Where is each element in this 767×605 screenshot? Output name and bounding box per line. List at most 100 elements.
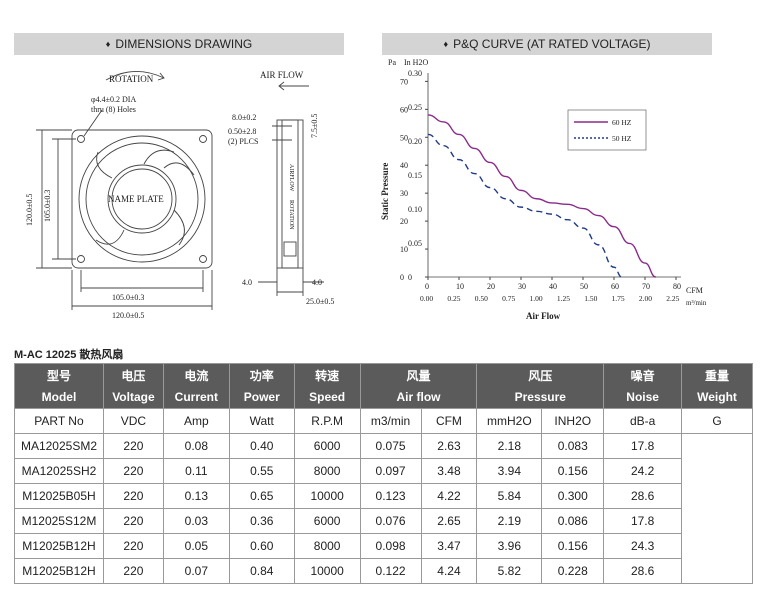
cell-speed: 8000 — [293, 458, 361, 484]
x-tick-m3: 2.25 — [666, 294, 679, 303]
cell-power: 0.84 — [228, 558, 295, 584]
y-tick-inh2o: 0.10 — [408, 205, 422, 214]
cell-noise: 28.6 — [603, 483, 683, 509]
cell-inh2o: 0.228 — [541, 558, 605, 584]
unit-m3min: m3/min — [359, 408, 422, 434]
y-tick-pa: 70 — [400, 77, 408, 86]
cell-power: 0.55 — [228, 458, 295, 484]
fan-side-view — [276, 119, 304, 269]
pq-header: ♦ P&Q CURVE (AT RATED VOLTAGE) — [382, 33, 712, 55]
col-header-voltage-cn: 电压 — [102, 363, 164, 386]
y-tick-pa: 50 — [400, 133, 408, 142]
dim-8: 8.0±0.2 — [232, 113, 256, 122]
hole-spec-1: φ4.4±0.2 DIA — [91, 95, 136, 104]
y-tick-inh2o: 0.05 — [408, 239, 422, 248]
cell-inh2o: 0.156 — [541, 458, 605, 484]
col-header-speed-cn: 转速 — [293, 363, 361, 386]
cell-noise: 17.8 — [603, 508, 683, 534]
cell-m3min: 0.123 — [359, 483, 422, 509]
series-line-60-hz — [427, 114, 657, 278]
cell-noise: 24.2 — [603, 458, 683, 484]
x-tick-cfm: 20 — [487, 282, 495, 291]
y-tick-pa: 60 — [400, 105, 408, 114]
cell-speed: 6000 — [293, 508, 361, 534]
cell-current: 0.03 — [162, 508, 230, 534]
series-line-50-hz — [427, 133, 622, 278]
dim-plcs: (2) PLCS — [228, 137, 258, 146]
y-axis-label: Static Pressure — [380, 163, 390, 220]
section-title: M-AC 12025 散热风扇 — [14, 349, 124, 361]
side-rotation-label: ROTATION — [288, 200, 294, 230]
cell-current: 0.07 — [162, 558, 230, 584]
x-tick-cfm: 70 — [642, 282, 650, 291]
rotation-arrow-icon — [105, 71, 165, 81]
col-header-model-en: Model — [14, 386, 104, 409]
x-unit-m3: m³/min — [686, 299, 707, 307]
y-unit-pa: Pa — [388, 58, 396, 67]
col-header-weight-en: Weight — [681, 386, 753, 409]
table-row: M12025S12M 220 0.03 0.36 6000 0.076 2.65 2.19 0.… — [14, 508, 753, 534]
y-tick-inh2o: 0.25 — [408, 103, 422, 112]
y-tick-inh2o: 0 — [408, 273, 412, 282]
col-header-model-cn: 型号 — [14, 363, 104, 386]
unit-mmh2o: mmH2O — [476, 408, 543, 434]
x-tick-m3: 0.50 — [475, 294, 488, 303]
cell-power: 0.60 — [228, 533, 295, 559]
dimensions-header: ♦ DIMENSIONS DRAWING — [14, 33, 344, 55]
bullet-icon: ♦ — [105, 39, 111, 49]
bullet-icon: ♦ — [443, 39, 449, 49]
col-header-pressure-en: Pressure — [476, 386, 605, 409]
x-tick-m3: 1.50 — [584, 294, 597, 303]
cell-voltage: 220 — [102, 458, 164, 484]
dim-4-right: 4.0 — [312, 278, 322, 287]
cell-current: 0.05 — [162, 533, 230, 559]
x-tick-cfm: 60 — [611, 282, 619, 291]
table-row: M12025B12H 220 0.07 0.84 10000 0.122 4.24 5.82 0… — [14, 558, 753, 584]
cell-cfm: 4.22 — [420, 483, 478, 509]
cell-voltage: 220 — [102, 483, 164, 509]
y-unit-inh2o: In H2O — [404, 58, 428, 67]
cell-inh2o: 0.086 — [541, 508, 605, 534]
cell-mmh2o: 2.18 — [476, 433, 543, 459]
x-tick-m3: 2.00 — [639, 294, 652, 303]
x-unit-cfm: CFM — [686, 286, 703, 295]
cell-speed: 6000 — [293, 433, 361, 459]
cell-mmh2o: 5.84 — [476, 483, 543, 509]
cell-m3min: 0.097 — [359, 458, 422, 484]
y-tick-pa: 40 — [400, 161, 408, 170]
x-tick-m3: 0.75 — [502, 294, 515, 303]
dim-120-vertical: 120.0±0.5 — [25, 194, 34, 226]
col-header-noise-cn: 噪音 — [603, 363, 683, 386]
dimensions-drawing: ROTATION AIR FLOW φ4.4±0.2 DIA thru (8) … — [25, 70, 334, 320]
cell-voltage: 220 — [102, 558, 164, 584]
legend-label: 50 HZ — [612, 134, 632, 143]
cell-mmh2o: 3.96 — [476, 533, 543, 559]
cell-cfm: 4.24 — [420, 558, 478, 584]
cell-mmh2o: 5.82 — [476, 558, 543, 584]
cell-mmh2o: 3.94 — [476, 458, 543, 484]
cell-power: 0.36 — [228, 508, 295, 534]
name-plate-label: NAME PLATE — [108, 194, 164, 204]
fan-frame — [71, 129, 213, 269]
x-axis-label: Air Flow — [526, 311, 561, 321]
col-header-current-cn: 电流 — [162, 363, 230, 386]
dimensions-title: DIMENSIONS DRAWING — [115, 37, 253, 51]
y-tick-inh2o: 0.30 — [408, 69, 422, 78]
cell-voltage: 220 — [102, 433, 164, 459]
table-row: MA12025SH2 220 0.11 0.55 8000 0.097 3.48 3.94 0.… — [14, 458, 753, 484]
legend-label: 60 HZ — [612, 118, 632, 127]
x-tick-m3: 1.00 — [529, 294, 542, 303]
x-tick-m3: 0.25 — [447, 294, 460, 303]
x-tick-cfm: 30 — [518, 282, 526, 291]
rotation-label: ROTATION — [109, 74, 154, 84]
y-tick-pa: 10 — [400, 245, 408, 254]
dim-050: 0.50±2.8 — [228, 127, 256, 136]
cell-voltage: 220 — [102, 533, 164, 559]
cell-noise: 28.6 — [603, 558, 683, 584]
y-tick-pa: 30 — [400, 189, 408, 198]
cell-inh2o: 0.156 — [541, 533, 605, 559]
unit-inh2o: INH2O — [541, 408, 605, 434]
cell-cfm: 2.63 — [420, 433, 478, 459]
unit-part-no: PART No — [14, 408, 104, 434]
unit-g: G — [681, 408, 753, 434]
